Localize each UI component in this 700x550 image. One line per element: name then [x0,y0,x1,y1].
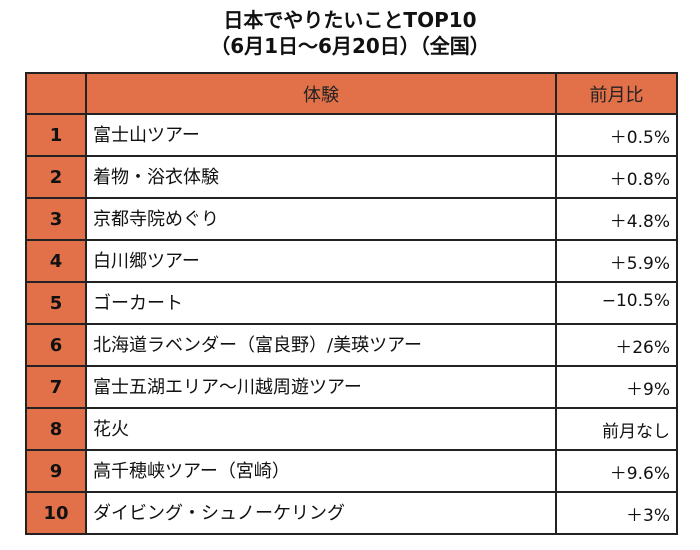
experience-cell: 京都寺院めぐり [85,197,557,241]
rank-cell: 2 [25,155,87,199]
experience-cell: 白川郷ツアー [85,239,557,283]
experience-cell: 北海道ラベンダー（富良野）/美瑛ツアー [85,323,557,367]
change-cell: 前月なし [555,407,678,451]
rank-cell: 5 [25,281,87,325]
change-cell: −10.5% [555,281,678,325]
rank-cell: 8 [25,407,87,451]
table-row: 9 高千穂峡ツアー（宮崎） ＋9.6% [25,449,678,493]
change-cell: ＋3% [555,491,678,535]
change-cell: ＋0.8% [555,155,678,199]
change-cell: ＋9.6% [555,449,678,493]
page-title: 日本でやりたいことTOP10 [223,8,477,32]
rank-cell: 1 [25,113,87,157]
rank-cell: 9 [25,449,87,493]
experience-cell: 花火 [85,407,557,451]
header-rank [25,72,87,115]
table-row: 5 ゴーカート −10.5% [25,281,678,325]
experience-cell: 着物・浴衣体験 [85,155,557,199]
table-row: 8 花火 前月なし [25,407,678,451]
table-header-row: 体験 前月比 [25,72,678,115]
experience-cell: 富士山ツアー [85,113,557,157]
experience-cell: 富士五湖エリア〜川越周遊ツアー [85,365,557,409]
rank-cell: 10 [25,491,87,535]
page-subtitle: （6月1日〜6月20日）（全国） [210,34,490,58]
header-mom-change: 前月比 [555,72,678,115]
rank-cell: 3 [25,197,87,241]
table-row: 3 京都寺院めぐり ＋4.8% [25,197,678,241]
table-row: 1 富士山ツアー ＋0.5% [25,113,678,157]
change-cell: ＋4.8% [555,197,678,241]
rank-cell: 7 [25,365,87,409]
experience-cell: ゴーカート [85,281,557,325]
table-row: 7 富士五湖エリア〜川越周遊ツアー ＋9% [25,365,678,409]
table-row: 2 着物・浴衣体験 ＋0.8% [25,155,678,199]
change-cell: ＋26% [555,323,678,367]
rank-cell: 6 [25,323,87,367]
rank-cell: 4 [25,239,87,283]
ranking-table: 体験 前月比 1 富士山ツアー ＋0.5% 2 着物・浴衣体験 ＋0.8% 3 … [25,72,678,535]
change-cell: ＋0.5% [555,113,678,157]
change-cell: ＋5.9% [555,239,678,283]
experience-cell: ダイビング・シュノーケリング [85,491,557,535]
table-row: 4 白川郷ツアー ＋5.9% [25,239,678,283]
table-row: 10 ダイビング・シュノーケリング ＋3% [25,491,678,535]
table-row: 6 北海道ラベンダー（富良野）/美瑛ツアー ＋26% [25,323,678,367]
change-cell: ＋9% [555,365,678,409]
header-experience: 体験 [85,72,557,115]
experience-cell: 高千穂峡ツアー（宮崎） [85,449,557,493]
